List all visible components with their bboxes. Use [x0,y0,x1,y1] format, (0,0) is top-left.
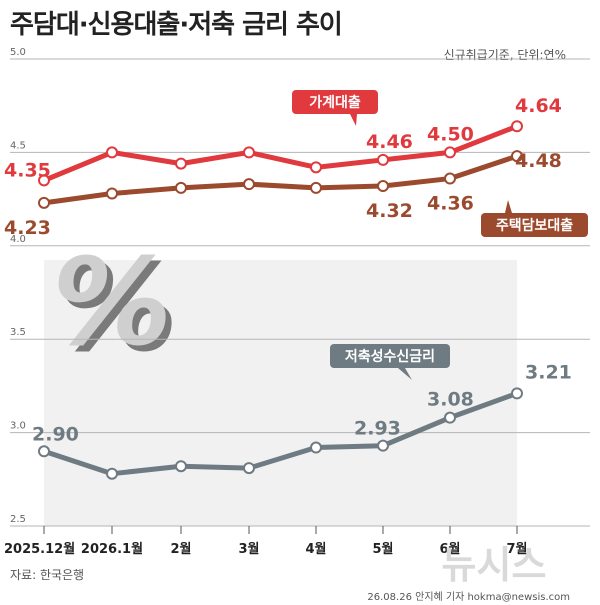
x-tick-label: 5월 [372,541,393,557]
callout-pointer [505,200,512,213]
series-name-label: 가계대출 [309,94,361,111]
data-point [444,411,456,424]
callout-pointer [350,114,357,126]
series-line [43,123,518,183]
data-label: 4.36 [427,193,474,215]
series-name-label: 주택담보대출 [496,217,573,234]
data-point [243,178,255,191]
series-line [43,391,518,477]
data-label: 4.50 [427,123,474,145]
data-label: 4.46 [366,131,413,153]
series-callout-2: 주택담보대출 [481,200,588,237]
callout-box [330,344,450,368]
data-point [38,196,50,209]
series-callout-1: 가계대출 [292,90,378,126]
y-tick-label: 3.5 [10,327,26,338]
x-tick-label: 7월 [506,541,527,557]
series-callout-3: 저축성수신금리 [330,344,450,380]
data-label: 4.23 [4,217,51,239]
x-tick-label: 3월 [238,541,259,557]
series-1 [38,120,523,187]
callout-box [292,90,378,114]
data-label: 3.08 [427,389,474,411]
data-point [511,387,523,400]
data-point [243,462,255,475]
series-3 [38,387,523,480]
data-label: 2.93 [354,418,401,440]
y-tick-label: 2.5 [10,514,26,525]
callout-box [481,213,588,237]
data-point [106,146,118,159]
percent-symbol: % [52,234,172,373]
data-point [511,120,523,133]
data-point [175,157,187,170]
data-point [444,172,456,185]
credit-line: 26.08.26 안지혜 기자 hokma@newsis.com [367,592,570,603]
data-point [106,187,118,200]
data-label: 2.90 [32,423,79,445]
y-tick-label: 4.5 [10,140,26,151]
data-point [38,445,50,458]
data-point [106,467,118,480]
chart-title: 주담대·신용대출·저축 금리 추이 [10,10,343,40]
series-name-label: 저축성수신금리 [345,349,435,365]
callout-pointer [398,368,412,380]
data-point [310,161,322,174]
data-label: 4.35 [4,159,51,181]
x-tick-label: 6월 [439,541,460,557]
data-point [243,146,255,159]
series-line [43,153,518,206]
data-point [38,174,50,187]
percent-decoration: %% [52,234,178,379]
data-point [444,146,456,159]
x-tick-label: 4월 [305,541,326,557]
data-point [377,180,389,193]
source-note: 자료: 한국은행 [10,568,85,582]
data-point [377,153,389,166]
data-point [175,460,187,473]
y-tick-label: 4.0 [10,234,26,245]
x-tick-label: 2025.12월 [4,541,75,557]
data-label: 4.32 [366,200,413,222]
y-tick-label: 5.0 [10,47,26,58]
data-point [310,441,322,454]
data-point [310,181,322,194]
x-tick-label: 2026.1월 [81,541,143,557]
data-point [511,150,523,163]
data-point [377,439,389,452]
percent-shadow: % [58,240,178,379]
x-tick-label: 2월 [170,541,191,557]
plot-background [44,260,517,526]
data-point [175,181,187,194]
data-label: 4.64 [515,95,562,117]
data-label: 4.48 [515,150,562,172]
data-label: 3.21 [525,361,572,383]
y-tick-label: 3.0 [10,421,26,432]
series-2 [38,150,523,209]
watermark: 뉴시스 [442,543,547,587]
